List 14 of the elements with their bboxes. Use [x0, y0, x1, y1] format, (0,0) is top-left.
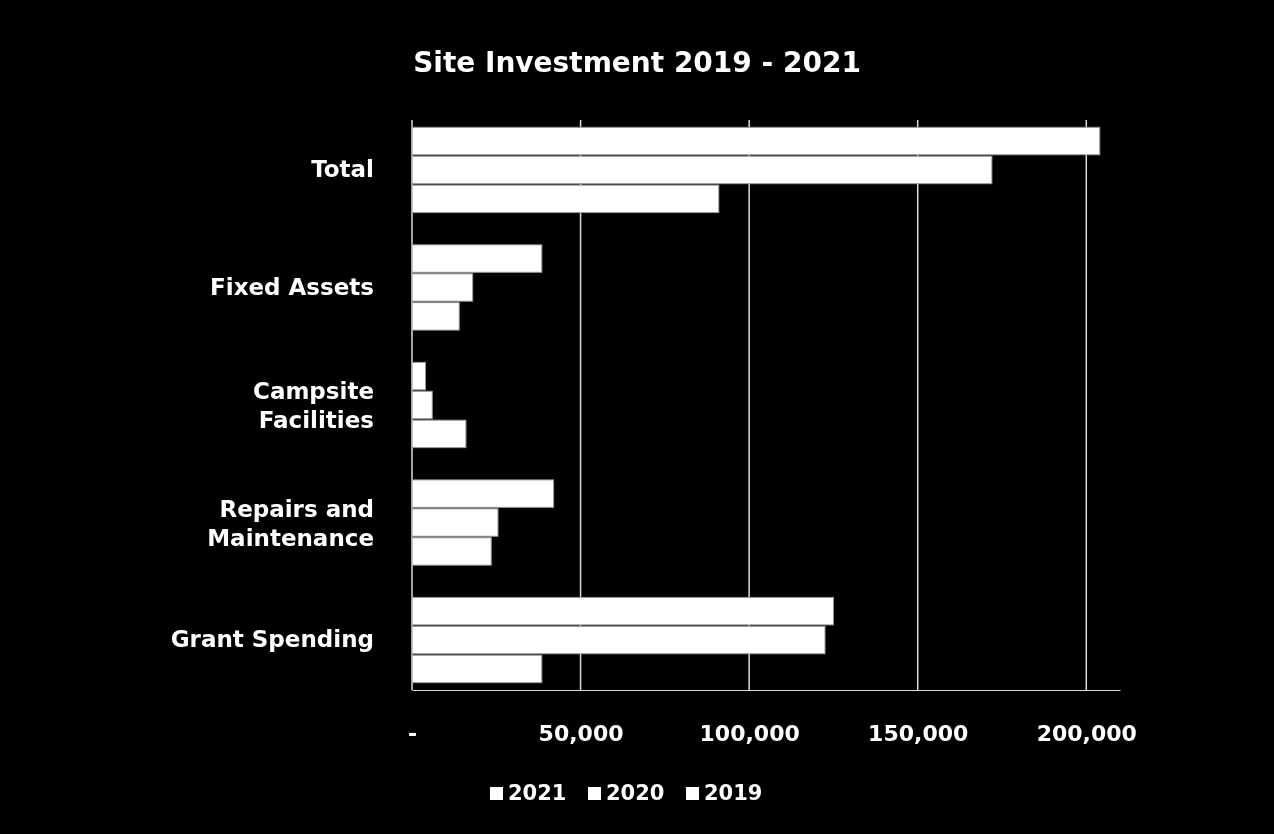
x-tick-label: 200,000: [1036, 720, 1137, 746]
y-tick-label: Total: [311, 156, 374, 183]
legend-label: 2019: [704, 781, 763, 805]
y-tick-label: Campsite Facilities: [253, 378, 374, 433]
x-tick-label: 50,000: [538, 720, 624, 746]
y-tick-label: Repairs and Maintenance: [207, 495, 374, 551]
y-tick-label: Fixed Assets: [210, 273, 374, 300]
y-tick-label: Grant Spending: [170, 626, 374, 653]
chart-title: Site Investment 2019 - 2021: [413, 46, 861, 79]
x-tick-label: -: [407, 720, 418, 746]
legend-label: 2020: [606, 781, 665, 805]
x-tick-label: 150,000: [868, 720, 969, 746]
legend-label: 2021: [508, 781, 567, 805]
x-tick-label: 100,000: [699, 720, 800, 746]
